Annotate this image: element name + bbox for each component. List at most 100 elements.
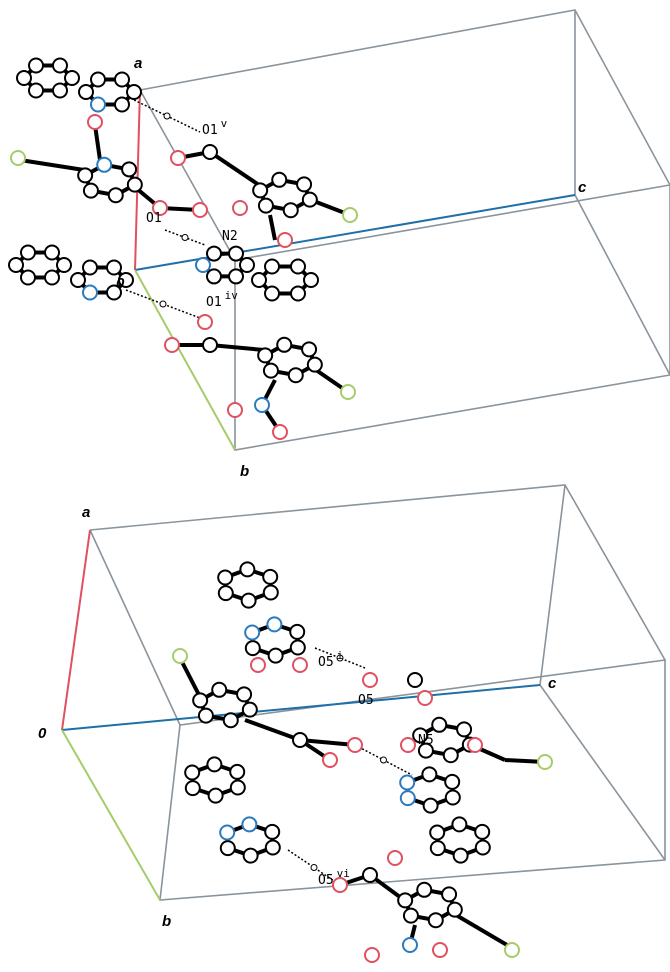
atom [193,203,207,217]
atom [403,938,417,952]
atom [341,385,355,399]
axis-label: 0 [116,275,125,292]
atom-label: N2 [222,229,238,244]
atom [431,841,445,855]
atom [422,767,436,781]
atom [219,586,233,600]
atom [308,358,322,372]
atom [107,261,121,275]
atom-name: O5 [358,693,374,708]
atom [333,878,347,892]
atom [229,269,243,283]
atom-superscript: iv [225,289,239,302]
atom [289,368,303,382]
atom [228,403,242,417]
atom-name: O5 [318,655,334,670]
atom [265,259,279,273]
atom [209,789,223,803]
atom [57,258,71,272]
atom [278,233,292,247]
atom-name: O1 [202,123,218,138]
atom [233,201,247,215]
axis-label: a [134,55,142,72]
atom [269,649,283,663]
atom [445,775,459,789]
atom-name: N5 [418,733,434,748]
atom [196,258,210,272]
atom [127,85,141,99]
atom [363,868,377,882]
atom [255,398,269,412]
atom [323,753,337,767]
atom [53,59,67,73]
atom [291,640,305,654]
atom-label: O1v [202,117,228,138]
bond [210,152,259,185]
atom [246,641,260,655]
atom [29,59,43,73]
atom [253,183,267,197]
cell-edge [235,185,670,450]
atom [291,259,305,273]
atom [475,825,489,839]
bond [95,125,100,160]
axis-label: a [82,504,90,521]
atom [272,173,286,187]
atom [186,781,200,795]
atom [343,208,357,222]
atom [84,184,98,198]
atom [264,585,278,599]
atom [430,826,444,840]
atom [173,649,187,663]
atom [365,948,379,962]
cell-edge [90,485,665,725]
atom [251,658,265,672]
atom [263,570,277,584]
atom [266,840,280,854]
atom [398,893,412,907]
atom [9,258,23,272]
atom [401,738,415,752]
atom [207,269,221,283]
atom [71,273,85,287]
atom [432,718,446,732]
atom [277,338,291,352]
axis-label: b [162,913,171,930]
atom [45,270,59,284]
atom [446,790,460,804]
atom [242,817,256,831]
bond [270,215,275,240]
atom [45,246,59,260]
bond [456,915,512,948]
axis-label: c [578,179,587,196]
atom [199,709,213,723]
atom [448,903,462,917]
atom [128,178,142,192]
atom [297,177,311,191]
atom [418,691,432,705]
atom-name: N2 [222,229,238,244]
atom [293,733,307,747]
atom [273,425,287,439]
atom [203,338,217,352]
atom [457,722,471,736]
atom [444,748,458,762]
axis-label: 0 [38,725,47,742]
atom [122,162,136,176]
atom [245,626,259,640]
axis-label: c [548,675,557,692]
bond [245,720,300,740]
atom [21,246,35,260]
atom [538,755,552,769]
atom [115,73,129,87]
atom [79,85,93,99]
atom [388,851,402,865]
atom [218,571,232,585]
atom [363,673,377,687]
atom [476,840,490,854]
cell-edge [540,485,665,860]
atom [433,943,447,957]
atom [442,887,456,901]
hydrogen [160,301,166,307]
